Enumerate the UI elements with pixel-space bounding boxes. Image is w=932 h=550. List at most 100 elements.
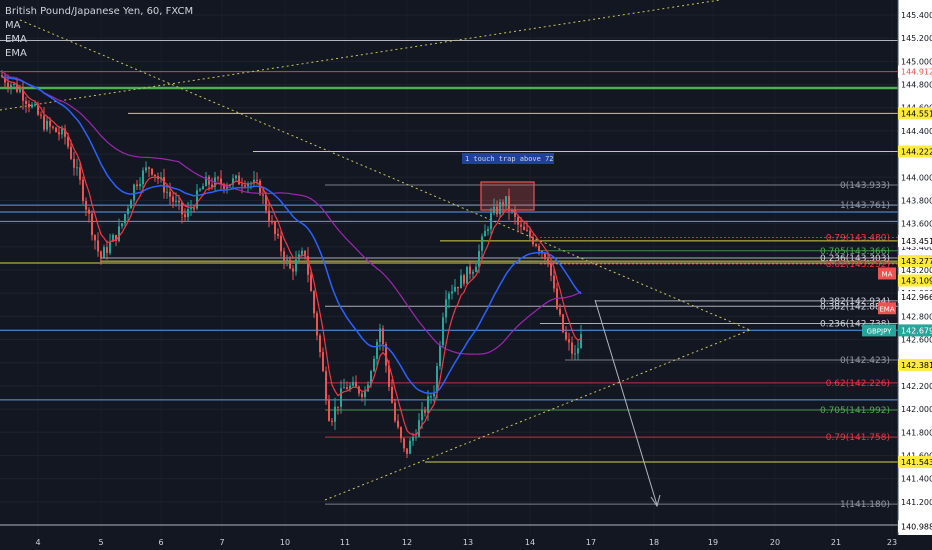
candle-body — [280, 235, 282, 252]
candle-body — [337, 406, 339, 408]
candle-body — [169, 191, 171, 197]
candle-body — [325, 371, 327, 401]
candle-body — [520, 224, 522, 227]
candle-body — [547, 258, 549, 265]
candle-body — [217, 177, 219, 179]
candle-body — [355, 381, 357, 387]
candle-body — [202, 186, 204, 190]
candle-body — [478, 250, 480, 267]
candle-body — [130, 200, 132, 209]
y-tick-label: 144.400 — [901, 127, 932, 136]
candle-body — [331, 420, 333, 422]
candle-body — [406, 448, 408, 454]
candle-body — [427, 396, 429, 413]
candle-body — [496, 206, 498, 215]
candle-body — [79, 167, 81, 180]
candle-body — [85, 200, 87, 210]
x-tick-label: 23 — [887, 538, 897, 547]
candle-body — [25, 100, 27, 104]
indicator-tag — [878, 302, 896, 315]
candle-body — [322, 352, 324, 372]
annotation-box[interactable]: 1 touch trap above 72 — [462, 153, 554, 164]
candle-body — [328, 400, 330, 421]
candle-body — [205, 176, 207, 187]
candle-body — [442, 317, 444, 346]
candle-body — [292, 268, 294, 272]
price-label: 142.966 — [901, 293, 932, 302]
candle-body — [253, 179, 255, 184]
candle-body — [412, 436, 414, 441]
candle-body — [154, 174, 156, 177]
candle-body — [82, 179, 84, 201]
candle-body — [16, 83, 18, 92]
indicator-tag — [878, 267, 896, 280]
candle-body — [517, 216, 519, 225]
candle-body — [502, 202, 504, 207]
candle-body — [460, 275, 462, 289]
candle-body — [541, 250, 543, 253]
candle-body — [184, 214, 186, 218]
candle-body — [142, 170, 144, 185]
candle-body — [103, 247, 105, 258]
candle-body — [37, 104, 39, 115]
candle-body — [49, 120, 51, 127]
candle-body — [283, 251, 285, 262]
fib-label: 1(143.761) — [840, 201, 890, 211]
ema-slow-line — [1, 76, 582, 395]
candle-body — [535, 244, 537, 246]
y-tick-label: 143.200 — [901, 266, 932, 275]
candle-body — [526, 229, 528, 231]
candle-body — [256, 179, 258, 181]
candle-body — [247, 183, 249, 187]
y-tick-label: 142.600 — [901, 336, 932, 345]
indicator-ma[interactable]: MA — [5, 20, 21, 31]
indicator-ema-1[interactable]: EMA — [5, 34, 27, 45]
candle-body — [208, 176, 210, 185]
candle-body — [7, 82, 9, 88]
candle-body — [301, 250, 303, 255]
time-axis-panel — [0, 535, 932, 550]
candle-body — [487, 229, 489, 231]
price-label: 142.381 — [901, 361, 932, 370]
candle-body — [544, 252, 546, 259]
candle-body — [211, 184, 213, 187]
candle-body — [106, 247, 108, 254]
fib-label: 0.705(143.366) — [820, 247, 890, 257]
candle-body — [34, 104, 36, 106]
indicator-ema-2[interactable]: EMA — [5, 48, 27, 59]
candle-body — [304, 250, 306, 257]
candle-body — [334, 406, 336, 422]
candle-body — [268, 210, 270, 222]
trend-drawings — [0, 0, 751, 508]
candle-body — [193, 208, 195, 210]
y-tick-label: 143.600 — [901, 220, 932, 229]
candle-body — [349, 385, 351, 390]
candle-body — [532, 237, 534, 245]
y-tick-label: 145.200 — [901, 34, 932, 43]
candle-body — [64, 128, 66, 137]
candle-body — [112, 234, 114, 242]
candle-body — [562, 314, 564, 333]
candle-body — [265, 195, 267, 211]
fib-label: 0(142.423) — [840, 356, 890, 366]
candle-body — [115, 234, 117, 242]
candle-body — [376, 341, 378, 359]
candle-body — [31, 104, 33, 108]
candle-body — [40, 114, 42, 116]
target-arrowhead — [650, 494, 661, 508]
candle-body — [232, 178, 234, 185]
y-tick-label: 144.800 — [901, 81, 932, 90]
trendline-falling — [19, 19, 751, 331]
y-tick-label: 143.400 — [901, 243, 932, 252]
x-tick-label: 19 — [708, 538, 718, 547]
symbol-title[interactable]: British Pound/Japanese Yen, 60, FXCM — [5, 6, 194, 17]
candle-body — [319, 335, 321, 353]
candle-body — [91, 213, 93, 236]
moving-averages — [1, 70, 582, 436]
candle-body — [172, 196, 174, 202]
candle-body — [178, 200, 180, 203]
x-tick-label: 18 — [649, 538, 659, 547]
y-tick-label: 145.400 — [901, 11, 932, 20]
chart-legend: British Pound/Japanese Yen, 60, FXCM MA … — [5, 5, 193, 61]
